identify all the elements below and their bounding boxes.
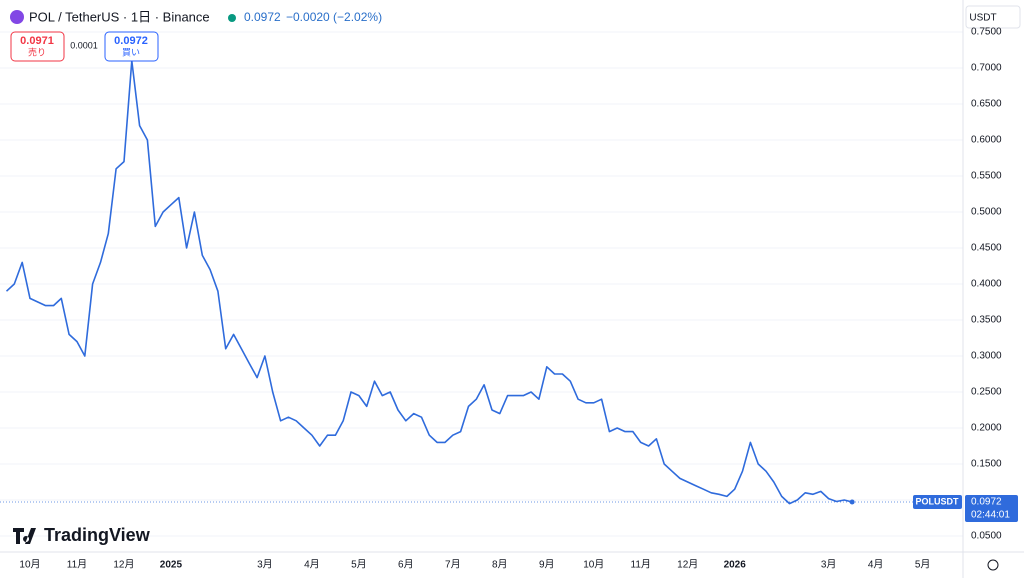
plot-area [0, 31, 963, 537]
price: 0.0972 [244, 10, 281, 24]
x-tick-label: 4月 [304, 559, 320, 571]
countdown: 02:44:01 [971, 510, 1010, 521]
y-tick-label: 0.5500 [971, 171, 1002, 182]
buy-price: 0.0972 [114, 35, 148, 47]
header: POL / TetherUS · 1日 · Binance 0.0972 −0.… [0, 4, 1021, 62]
y-tick-label: 0.2000 [971, 423, 1002, 434]
sell-price: 0.0971 [20, 35, 54, 47]
last-point [849, 499, 855, 505]
x-tick-label: 12月 [677, 559, 698, 571]
buy-label: 買い [122, 47, 140, 57]
brand: TradingView [13, 525, 151, 545]
price-label: 0.0972 [971, 497, 1002, 508]
y-tick-label: 0.5000 [971, 207, 1002, 218]
buy-button[interactable] [104, 31, 159, 62]
symbol: POL / TetherUS · 1日 · Binance [29, 9, 210, 24]
x-tick-label: 12月 [113, 559, 134, 571]
x-tick-label: 5月 [915, 559, 931, 571]
y-tick-label: 0.2500 [971, 387, 1002, 398]
x-tick-label: 11月 [631, 559, 651, 571]
price-line [5, 60, 853, 505]
x-tick-label: 4月 [868, 559, 884, 571]
brand-logo [13, 528, 36, 544]
y-tick-label: 0.4500 [971, 243, 1002, 254]
spread: 0.0001 [70, 40, 98, 50]
y-tick-label: 0.1500 [971, 459, 1002, 470]
y-tick-label: 0.0500 [971, 531, 1002, 542]
y-tick-label: 0.4000 [971, 279, 1002, 290]
y-tick-label: 0.7000 [971, 63, 1002, 74]
symbol-label-bg [913, 495, 962, 510]
x-tick-label: 8月 [492, 559, 508, 571]
sell-label: 売り [28, 46, 46, 57]
x-tick-label: 2025 [160, 560, 183, 571]
y-tick-label: 0.3000 [971, 351, 1002, 362]
x-tick-label: 7月 [445, 559, 461, 571]
brand-name: TradingView [44, 525, 151, 545]
symbol-icon [10, 10, 24, 24]
x-tick-label: 9月 [539, 559, 555, 571]
header-bg [0, 4, 430, 30]
currency-button[interactable] [965, 5, 1021, 29]
x-tick-label: 3月 [257, 559, 273, 571]
y-tick-label: 0.7500 [971, 27, 1002, 38]
symbol-label: POLUSDT [915, 496, 959, 506]
y-tick-label: 0.3500 [971, 315, 1002, 326]
y-tick-label: 0.6500 [971, 99, 1002, 110]
change: −0.0020 (−2.02%) [286, 10, 382, 24]
y-tick-label: 0.6000 [971, 135, 1002, 146]
x-tick-label: 10月 [583, 559, 604, 571]
x-tick-label: 6月 [398, 559, 414, 571]
x-tick-label: 10月 [19, 559, 40, 571]
sell-button[interactable] [10, 31, 65, 62]
price-label-bg [965, 495, 1018, 523]
currency: USDT [969, 13, 996, 24]
x-tick-label: 2026 [724, 560, 747, 571]
status-dot [228, 14, 236, 22]
x-tick-label: 11月 [67, 559, 87, 571]
settings-icon[interactable] [987, 559, 999, 571]
x-tick-label: 5月 [351, 559, 367, 571]
x-tick-label: 3月 [821, 559, 837, 571]
